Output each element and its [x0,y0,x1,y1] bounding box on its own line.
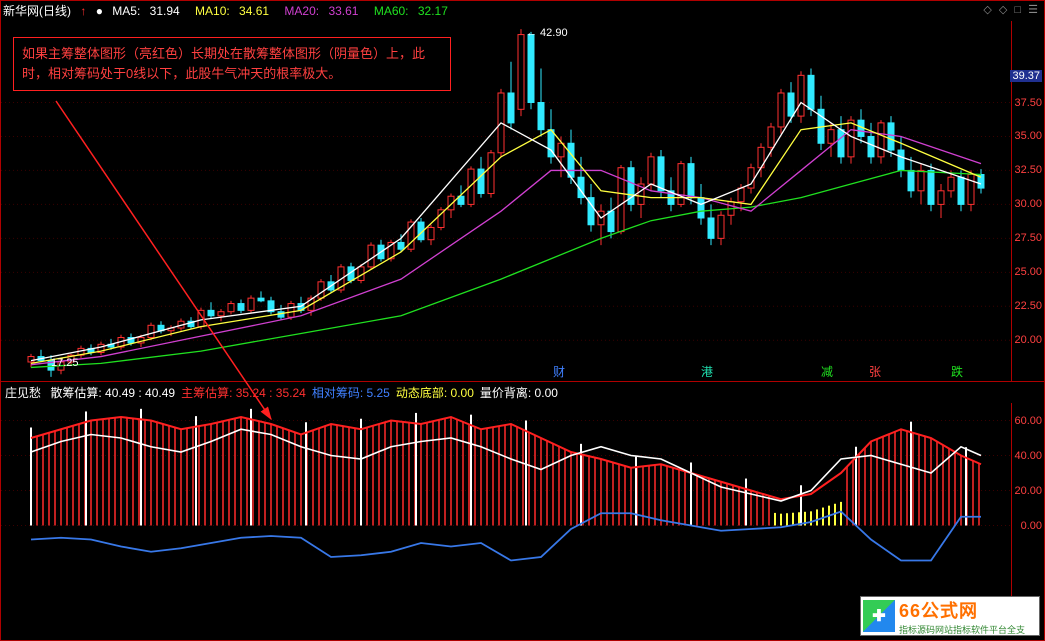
event-tag: 港 [701,363,713,380]
ma20-label: MA20: 33.61 [284,4,364,18]
nav-icon-2[interactable]: ◇ [999,4,1007,16]
indicator-value: 主筹估算: 35.24 : 35.24 [181,386,306,400]
indicator-header: 庄见愁 散筹估算: 40.49 : 40.49 主筹估算: 35.24 : 35.… [5,385,570,401]
ma60-label: MA60: 32.17 [374,4,454,18]
indicator-ytick: 20.00 [1014,485,1042,497]
nav-icon-4[interactable]: ☰ [1028,4,1038,16]
nav-icon-1[interactable]: ◇ [983,4,991,16]
chart-window: { "header": { "stock_name": "新华网(日线)", "… [0,0,1045,641]
price-ytick: 32.50 [1014,164,1042,176]
window-controls: ◇ ◇ □ ☰ [979,3,1038,16]
price-ytick: 25.00 [1014,266,1042,278]
ma-circle-icon: ● [96,4,103,18]
price-ytick: 22.50 [1014,300,1042,312]
event-tag: 跌 [951,363,963,380]
current-price-label: 39.37 [1010,70,1042,82]
price-ytick: 20.00 [1014,334,1042,346]
price-y-axis: 20.00 22.50 25.00 27.50 30.00 32.50 35.00 37.50… [1011,21,1044,381]
indicator-ytick: 60.00 [1014,415,1042,427]
indicator-ytick: 0.00 [1021,520,1042,532]
price-chart[interactable]: ← 42.90 17.25 [1,21,1012,381]
event-tag: 财 [553,363,565,380]
indicator-value: 量价背离: 0.00 [480,386,558,400]
ma5-label: MA5: 31.94 [112,4,185,18]
svg-text:← 42.90: ← 42.90 [526,27,568,39]
indicator-y-axis: 0.00 20.00 40.00 60.00 [1011,403,1044,613]
up-arrow-icon: ↑ [80,4,86,18]
ma10-label: MA10: 34.61 [195,4,275,18]
event-tag: 张 [869,363,881,380]
svg-text:17.25: 17.25 [51,357,79,369]
chart-header: 新华网(日线) ↑ ● MA5: 31.94 MA10: 34.61 MA20:… [3,3,460,19]
logo-icon: ✚ [863,600,895,632]
indicator-chart[interactable] [1,403,1012,613]
indicator-value: 散筹估算: 40.49 : 40.49 [50,386,175,400]
logo-brand: 66公式网 [899,601,978,621]
price-ytick: 30.00 [1014,198,1042,210]
event-tag: 减 [821,363,833,380]
indicator-value: 动态底部: 0.00 [396,386,474,400]
indicator-value: 相对筹码: 5.25 [312,386,390,400]
stock-name: 新华网(日线) [3,4,71,18]
watermark-logo: ✚ 66公式网 指标源码网站指标软件平台全支 [860,596,1040,636]
nav-icon-3[interactable]: □ [1014,4,1021,16]
price-ytick: 27.50 [1014,232,1042,244]
indicator-name: 庄见愁 [5,386,41,400]
logo-sub: 指标源码网站指标软件平台全支 [899,623,1025,636]
indicator-ytick: 40.00 [1014,450,1042,462]
price-ytick: 35.00 [1014,130,1042,142]
price-ytick: 37.50 [1014,97,1042,109]
pane-divider[interactable] [1,381,1044,382]
